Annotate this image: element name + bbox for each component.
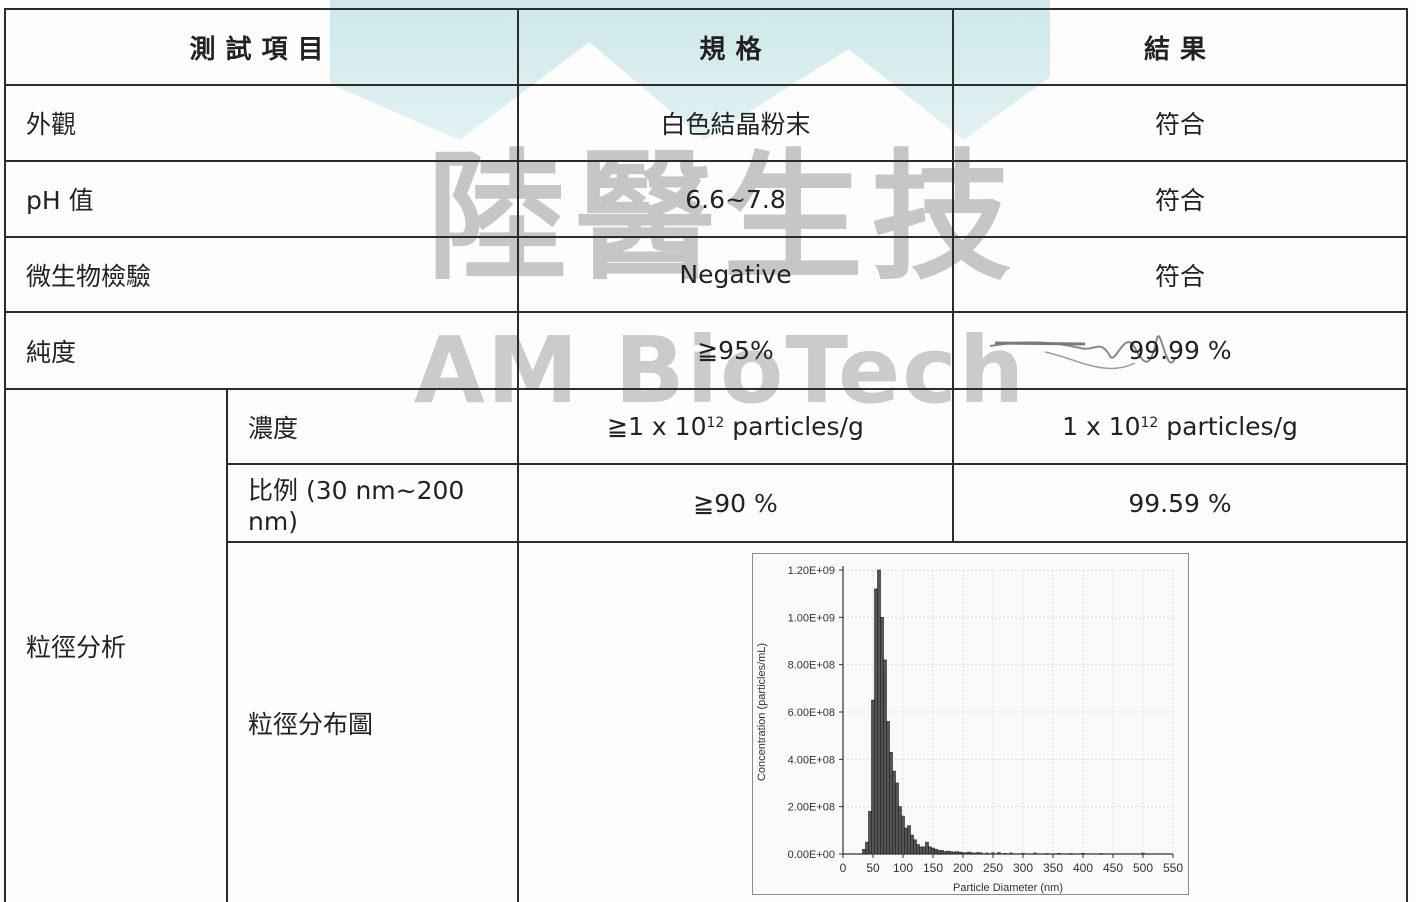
histogram-bar (889, 751, 893, 855)
row-divider (4, 311, 1408, 313)
y-tick-label: 1.20E+09 (788, 565, 835, 577)
histogram-bar (928, 846, 932, 855)
column-divider (952, 8, 954, 543)
y-axis-label: Concentration (particles/mL) (756, 643, 768, 781)
watermark-chinese-text: 陸醫生技 (426, 136, 1019, 300)
x-axis-label: Particle Diameter (nm) (953, 882, 1063, 894)
histogram-bar (892, 770, 896, 855)
ratio-spec: ≧90 % (693, 488, 778, 518)
concentration-result-base: 1 x 10 (1062, 412, 1141, 441)
appearance-spec: 白色結晶粉末 (660, 110, 811, 139)
histogram-bar (916, 844, 920, 855)
ratio-label: 比例 (30 nm~200 nm) (248, 475, 465, 536)
y-tick-label: 0.00E+00 (788, 849, 835, 861)
y-tick-label: 4.00E+08 (788, 754, 835, 766)
watermark-english-text: AM BioTech (413, 317, 1027, 424)
histogram-bar (886, 721, 890, 855)
appearance-label: 外觀 (26, 110, 77, 139)
concentration-spec-unit: particles/g (724, 412, 864, 441)
particle-size-distribution-chart: 0 50 100 150 200 250 300 350 400 450 500 550 0.00E+0… (752, 553, 1189, 895)
particle-analysis-label: 粒徑分析 (26, 633, 127, 662)
histogram-bar (883, 659, 887, 855)
histogram-bar (922, 846, 926, 855)
histogram-bar (931, 847, 935, 855)
header-result: 結果 (1143, 34, 1216, 65)
row-divider (226, 463, 1408, 465)
row-divider (4, 160, 1408, 162)
y-tick-label: 6.00E+08 (788, 707, 835, 719)
ratio-result: 99.59 % (1128, 488, 1232, 518)
x-tick-label: 250 (983, 861, 1003, 875)
signature (989, 335, 1176, 370)
header-specification: 規格 (699, 34, 772, 65)
histogram-bar (871, 699, 875, 855)
x-tick-label: 50 (866, 861, 880, 875)
concentration-spec: ≧1 x 10 12 particles/g (519, 390, 952, 463)
x-tick-label: 100 (893, 861, 913, 875)
histogram-bar (901, 815, 905, 855)
row-divider (4, 388, 1408, 390)
x-tick-label: 150 (923, 861, 943, 875)
x-tick-label: 200 (953, 861, 973, 875)
row-divider (4, 84, 1408, 86)
y-tick-label: 8.00E+08 (788, 660, 835, 672)
concentration-label: 濃度 (248, 413, 299, 443)
concentration-spec-base: ≧1 x 10 (607, 412, 707, 441)
table-border-right (1406, 8, 1408, 902)
histogram-bar (934, 848, 938, 855)
ph-result: 符合 (1154, 186, 1205, 215)
x-tick-label: 400 (1073, 861, 1093, 875)
x-tick-label: 550 (1163, 861, 1183, 875)
purity-result: 99.99 % (1128, 336, 1232, 365)
table-border-top (4, 8, 1408, 10)
concentration-result: 1 x 10 12 particles/g (954, 390, 1406, 463)
purity-label: 純度 (26, 337, 77, 367)
microbial-result: 符合 (1154, 261, 1205, 291)
appearance-result: 符合 (1154, 110, 1205, 139)
concentration-result-exponent: 12 (1140, 414, 1159, 431)
y-tick-label: 2.00E+08 (788, 802, 835, 814)
x-tick-label: 300 (1013, 861, 1033, 875)
histogram-bar (880, 617, 884, 855)
column-divider (517, 8, 519, 902)
y-tick-label: 1.00E+09 (788, 612, 835, 624)
microbial-label: 微生物檢驗 (26, 261, 152, 291)
concentration-result-unit: particles/g (1158, 412, 1298, 441)
ph-label: pH 值 (26, 186, 94, 215)
header-test-item: 測試項目 (189, 34, 334, 65)
x-tick-label: 350 (1043, 861, 1063, 875)
chart-svg: 0 50 100 150 200 250 300 350 400 450 500 550 0.00E+0… (756, 565, 1183, 894)
histogram-bar (913, 839, 917, 855)
histogram-bar (877, 569, 881, 855)
microbial-spec: Negative (679, 260, 792, 289)
histogram-bar (874, 588, 878, 855)
histogram-bar (925, 841, 929, 855)
purity-spec: ≧95% (697, 336, 774, 365)
histogram-bar (862, 848, 866, 855)
histogram-bar (898, 806, 902, 855)
distribution-label: 粒徑分布圖 (248, 709, 374, 739)
ph-spec: 6.6~7.8 (685, 184, 786, 214)
row-divider (4, 236, 1408, 238)
table-border-left (4, 8, 6, 902)
histogram-bar (910, 834, 914, 855)
x-tick-label: 0 (840, 861, 847, 875)
histogram-bar (907, 825, 911, 855)
histogram-bar (865, 841, 869, 855)
concentration-spec-exponent: 12 (706, 414, 725, 431)
x-tick-label: 450 (1103, 861, 1123, 875)
column-divider (226, 388, 228, 902)
row-divider (226, 541, 1408, 543)
x-tick-label: 500 (1133, 861, 1153, 875)
histogram-bar (919, 846, 923, 855)
histogram-bar (868, 811, 872, 855)
histogram-bar (904, 827, 908, 855)
histogram-bar (895, 782, 899, 855)
